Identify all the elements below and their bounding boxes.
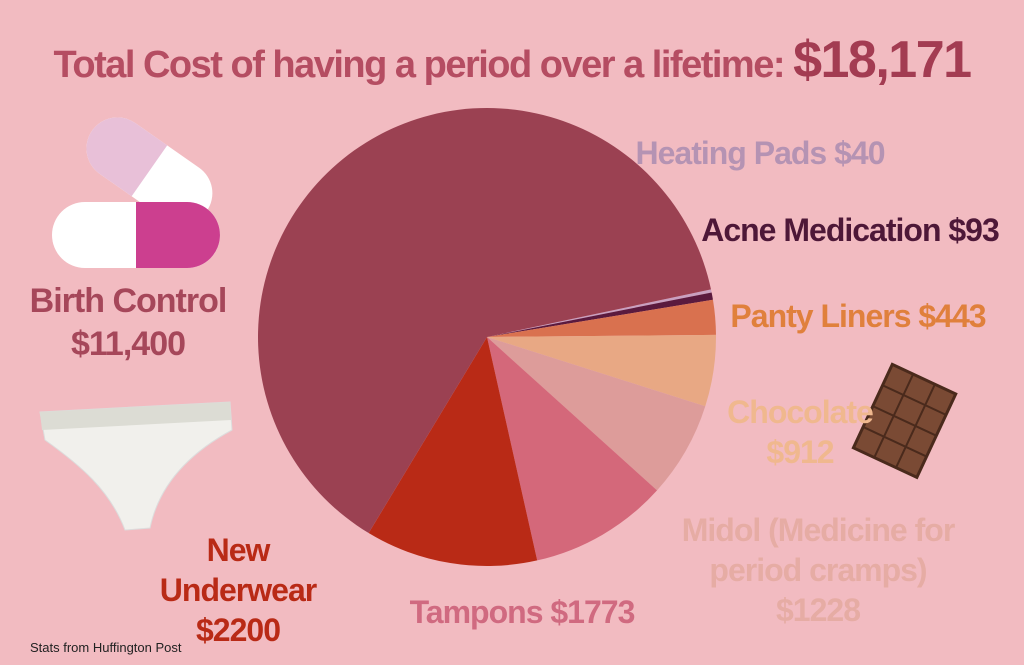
slice-label: Panty Liners $443 <box>698 296 1018 336</box>
category-label: Birth Control <box>29 282 228 320</box>
category-label: Panty Liners <box>730 298 911 334</box>
category-label: Tampons <box>409 594 544 630</box>
slice-label: Chocolate $912 <box>720 392 880 472</box>
value-label: $2200 <box>196 612 281 648</box>
pill-icon <box>52 117 220 268</box>
value-label: $40 <box>834 135 885 171</box>
pill-half <box>86 117 168 197</box>
pie <box>258 108 716 566</box>
slice-label: Tampons $1773 <box>372 592 672 632</box>
category-label: Midol (Medicine for period cramps) <box>681 512 956 588</box>
category-label: Heating Pads <box>635 135 828 171</box>
slice-label: Acne Medication $93 <box>690 210 1010 250</box>
value-label: $443 <box>918 298 986 334</box>
total: $18,171 <box>793 31 972 89</box>
value-label: $1228 <box>776 592 861 628</box>
pie-slice <box>487 337 706 491</box>
source-note: Stats from Huffington Post <box>30 640 182 655</box>
chocolate-icon <box>851 362 958 480</box>
slice-label: New Underwear $2200 <box>128 530 348 650</box>
chart-title: Total Cost of having a period over a lif… <box>53 44 785 86</box>
pill-half <box>136 202 220 268</box>
underwear-icon <box>39 401 233 531</box>
slice-label: Birth Control $11,400 <box>28 280 228 365</box>
pie-slice <box>258 108 711 534</box>
category-label: Chocolate <box>727 394 874 430</box>
pie-slice <box>368 337 538 566</box>
pie-slice <box>487 337 658 561</box>
value-label: $11,400 <box>70 324 186 363</box>
value-label: $93 <box>948 212 999 248</box>
pie-slice <box>487 299 716 337</box>
pie-slice <box>487 334 716 407</box>
title-row: Total Cost of having a period over a lif… <box>0 30 1024 90</box>
value-label: $1773 <box>550 594 635 630</box>
pie-slice <box>487 289 712 337</box>
slice-label: Heating Pads $40 <box>610 133 910 173</box>
slice-label: Midol (Medicine for period cramps) $1228 <box>638 510 998 630</box>
category-label: Acne Medication <box>701 212 941 248</box>
pie-slice <box>487 292 713 337</box>
value-label: $912 <box>766 434 834 470</box>
category-label: New Underwear <box>159 532 317 608</box>
